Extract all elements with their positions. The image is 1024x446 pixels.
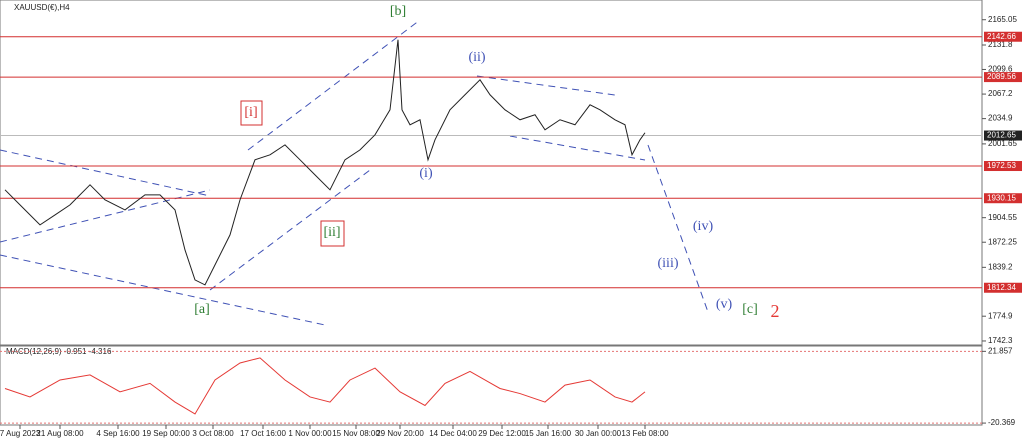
x-tick-label: 3 Oct 08:00 bbox=[192, 429, 234, 438]
level-tag bbox=[984, 193, 1022, 204]
x-tick-label: 15 Nov 08:00 bbox=[332, 429, 380, 438]
last-price-tag bbox=[984, 130, 1022, 141]
level-label: 1812.34 bbox=[987, 283, 1016, 292]
x-tick-label: 14 Dec 04:00 bbox=[429, 429, 477, 438]
y-tick-label: 1839.2 bbox=[988, 262, 1013, 271]
x-tick-label: 1 Nov 00:00 bbox=[288, 429, 332, 438]
wave-label: [c] bbox=[742, 302, 758, 317]
trendline bbox=[209, 169, 371, 291]
price-line bbox=[4, 39, 646, 286]
projection bbox=[647, 144, 709, 313]
macd-title: MACD(12,26,9) -0.951 -4.316 bbox=[6, 347, 112, 356]
level-label: 2142.66 bbox=[987, 32, 1016, 41]
y-tick-label: 2001.65 bbox=[988, 139, 1017, 148]
level-label: 2089.56 bbox=[987, 72, 1016, 81]
main-panel bbox=[0, 0, 983, 346]
x-tick-label: 29 Dec 12:00 bbox=[478, 429, 526, 438]
y-tick-label: 1742.3 bbox=[988, 336, 1013, 345]
wave-label: (i) bbox=[419, 166, 433, 181]
wave-label: [i] bbox=[244, 105, 257, 120]
x-tick-label: 21 Aug 08:00 bbox=[36, 429, 84, 438]
x-tick-label: 15 Jan 16:00 bbox=[525, 429, 572, 438]
x-tick-label: 30 Jan 00:00 bbox=[575, 429, 622, 438]
level-tag bbox=[984, 161, 1022, 172]
label-box bbox=[240, 100, 263, 126]
macd-panel bbox=[0, 345, 983, 426]
chart-title: XAUUSD(€),H4 bbox=[14, 3, 70, 12]
level-tag bbox=[984, 31, 1022, 42]
y-tick-label: 2131.8 bbox=[988, 40, 1013, 49]
y-tick-label: 2099.6 bbox=[988, 65, 1013, 74]
level-tag bbox=[984, 72, 1022, 83]
y-tick-label: -20.369 bbox=[988, 418, 1016, 427]
trendline bbox=[509, 135, 646, 161]
wave-label: (iii) bbox=[658, 256, 679, 271]
x-tick-label: 29 Nov 20:00 bbox=[376, 429, 424, 438]
y-tick-label: 2067.2 bbox=[988, 89, 1013, 98]
wave-label: [ii] bbox=[323, 225, 340, 240]
y-tick-label: 1774.9 bbox=[988, 311, 1013, 320]
label-box bbox=[320, 220, 345, 247]
x-tick-label: 17 Oct 16:00 bbox=[240, 429, 286, 438]
wave-label: [b] bbox=[390, 4, 406, 19]
y-tick-label: 2165.05 bbox=[988, 15, 1017, 24]
level-label: 1930.15 bbox=[987, 193, 1016, 202]
y-tick-label: 21.857 bbox=[988, 346, 1013, 355]
x-tick-label: 19 Sep 00:00 bbox=[142, 429, 190, 438]
wave-label: (ii) bbox=[468, 50, 485, 65]
level-label: 1972.53 bbox=[987, 161, 1016, 170]
last-price-label: 2012.65 bbox=[987, 131, 1016, 140]
x-tick-label: 13 Feb 08:00 bbox=[621, 429, 669, 438]
y-tick-label: 1872.25 bbox=[988, 237, 1017, 246]
wave-label: 2 bbox=[771, 301, 780, 321]
wave-label: [a] bbox=[194, 302, 210, 317]
y-tick-label: 1904.55 bbox=[988, 213, 1017, 222]
wave-label: (v) bbox=[716, 297, 733, 312]
y-tick-label: 2034.9 bbox=[988, 114, 1013, 123]
x-tick-label: 7 Aug 2023 bbox=[0, 429, 41, 438]
level-tag bbox=[984, 282, 1022, 293]
trendline bbox=[0, 254, 326, 326]
price-line bbox=[4, 357, 646, 415]
wave-label: (iv) bbox=[693, 219, 714, 234]
x-tick-label: 4 Sep 16:00 bbox=[96, 429, 140, 438]
